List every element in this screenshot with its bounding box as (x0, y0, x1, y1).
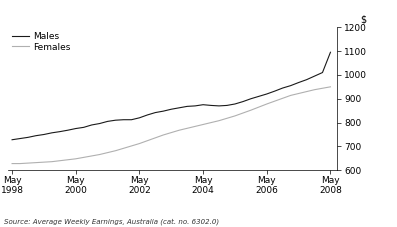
Males (312, 75, 317, 77)
Females (10, 162, 14, 165)
Females (201, 123, 206, 126)
Females (233, 115, 237, 117)
Males (249, 97, 253, 100)
Females (145, 139, 150, 142)
Males (58, 130, 62, 133)
Females (320, 87, 325, 90)
Females (113, 149, 118, 152)
Males (153, 111, 158, 114)
Males (121, 118, 126, 121)
Males (256, 95, 261, 98)
Males (209, 104, 214, 107)
Males (272, 90, 277, 92)
Text: Source: Average Weekly Earnings, Australia (cat. no. 6302.0): Source: Average Weekly Earnings, Austral… (4, 218, 219, 225)
Males (66, 129, 70, 132)
Males (10, 138, 14, 141)
Males (50, 131, 54, 134)
Males (161, 110, 166, 113)
Males (328, 51, 333, 54)
Females (105, 151, 110, 154)
Females (129, 145, 134, 147)
Females (50, 160, 54, 163)
Females (185, 127, 189, 130)
Females (137, 142, 142, 145)
Males (129, 118, 134, 121)
Females (26, 162, 31, 164)
Males (81, 126, 86, 129)
Females (288, 94, 293, 97)
Females (17, 162, 22, 165)
Females (81, 156, 86, 159)
Females (66, 158, 70, 161)
Males (97, 122, 102, 125)
Females (121, 147, 126, 150)
Females (161, 134, 166, 136)
Males (225, 104, 229, 107)
Females (264, 103, 269, 105)
Females (256, 106, 261, 109)
Males (113, 119, 118, 121)
Males (241, 100, 245, 103)
Females (177, 129, 181, 132)
Males (89, 123, 94, 126)
Males (233, 103, 237, 105)
Males (201, 103, 206, 106)
Females (42, 161, 46, 163)
Males (145, 114, 150, 116)
Males (280, 87, 285, 89)
Females (34, 161, 39, 164)
Females (241, 112, 245, 114)
Females (249, 109, 253, 111)
Males (169, 108, 173, 111)
Females (312, 88, 317, 91)
Males (105, 120, 110, 123)
Females (193, 125, 198, 128)
Females (217, 119, 222, 122)
Males (193, 104, 198, 107)
Text: $: $ (361, 14, 367, 24)
Males (288, 84, 293, 87)
Males (320, 71, 325, 74)
Females (296, 92, 301, 95)
Males (177, 106, 181, 109)
Males (42, 133, 46, 136)
Males (264, 93, 269, 95)
Legend: Males, Females: Males, Females (12, 32, 71, 52)
Females (280, 97, 285, 100)
Females (73, 158, 78, 160)
Males (73, 127, 78, 130)
Males (304, 78, 309, 81)
Males (17, 137, 22, 140)
Females (225, 117, 229, 120)
Line: Males: Males (12, 52, 330, 140)
Females (169, 131, 173, 134)
Males (137, 116, 142, 119)
Males (26, 136, 31, 139)
Females (58, 159, 62, 162)
Females (209, 121, 214, 124)
Line: Females: Females (12, 87, 330, 164)
Females (328, 85, 333, 88)
Males (185, 105, 189, 108)
Males (296, 81, 301, 84)
Females (153, 136, 158, 139)
Males (217, 104, 222, 107)
Females (97, 153, 102, 156)
Males (34, 134, 39, 137)
Females (89, 155, 94, 157)
Females (272, 100, 277, 102)
Females (304, 90, 309, 93)
